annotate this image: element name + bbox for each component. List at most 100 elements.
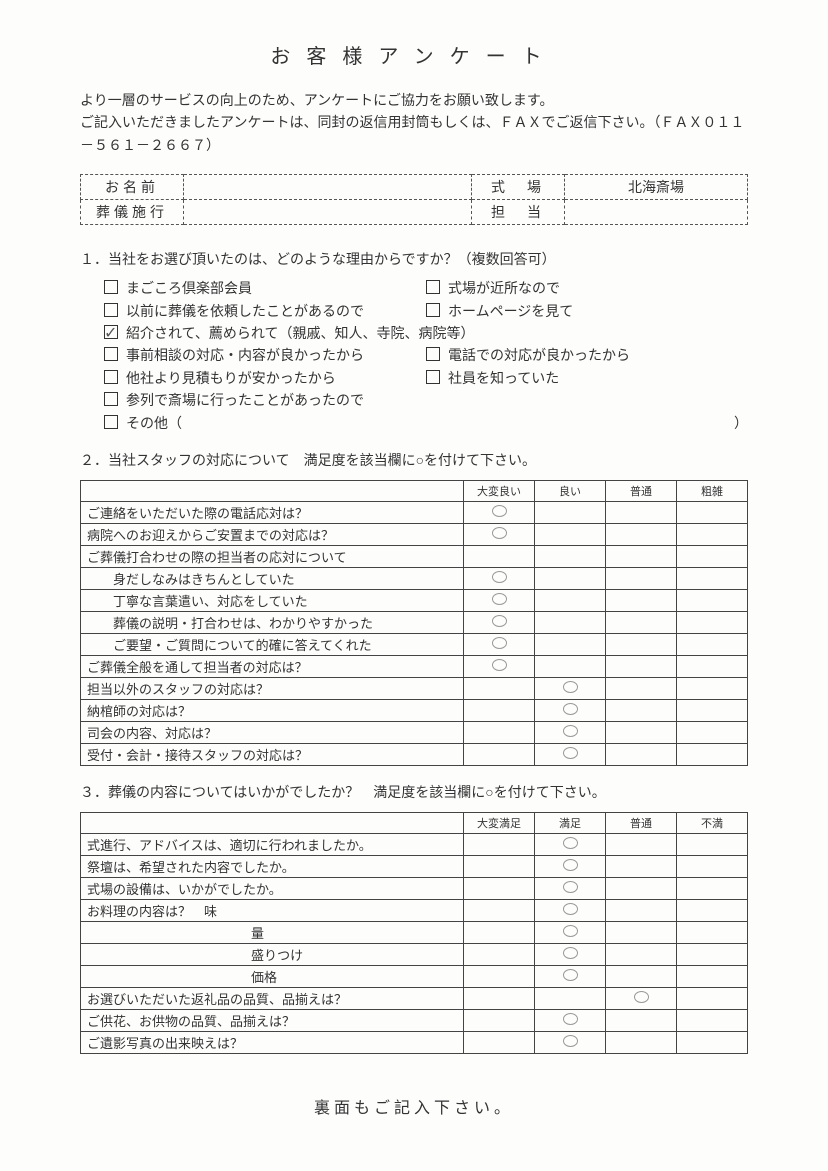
rating-cell[interactable]: [606, 743, 677, 765]
rating-cell[interactable]: [606, 899, 677, 921]
rating-cell[interactable]: [677, 567, 748, 589]
checkbox[interactable]: [426, 347, 440, 361]
rating-cell[interactable]: [677, 899, 748, 921]
checkbox[interactable]: [104, 280, 118, 294]
rating-cell[interactable]: [464, 501, 535, 523]
rating-cell[interactable]: [606, 589, 677, 611]
rating-cell[interactable]: [535, 743, 606, 765]
rating-cell[interactable]: [677, 987, 748, 1009]
rating-cell[interactable]: [677, 1009, 748, 1031]
rating-cell[interactable]: [535, 855, 606, 877]
rating-cell[interactable]: [677, 611, 748, 633]
rating-cell[interactable]: [464, 721, 535, 743]
rating-cell[interactable]: [606, 1031, 677, 1053]
rating-cell[interactable]: [535, 1009, 606, 1031]
rating-cell[interactable]: [606, 943, 677, 965]
rating-cell[interactable]: [535, 677, 606, 699]
rating-cell[interactable]: [535, 523, 606, 545]
rating-cell[interactable]: [464, 611, 535, 633]
rating-cell[interactable]: [464, 943, 535, 965]
rating-cell[interactable]: [606, 523, 677, 545]
rating-cell[interactable]: [606, 699, 677, 721]
rating-cell[interactable]: [677, 921, 748, 943]
checkbox[interactable]: [426, 370, 440, 384]
rating-cell[interactable]: [677, 545, 748, 567]
rating-cell[interactable]: [464, 877, 535, 899]
checkbox[interactable]: [104, 347, 118, 361]
rating-cell[interactable]: [606, 833, 677, 855]
rating-cell[interactable]: [677, 743, 748, 765]
rating-cell[interactable]: [464, 545, 535, 567]
rating-cell[interactable]: [535, 1031, 606, 1053]
rating-cell[interactable]: [535, 611, 606, 633]
rating-cell[interactable]: [464, 965, 535, 987]
rating-cell[interactable]: [464, 633, 535, 655]
rating-cell[interactable]: [464, 567, 535, 589]
rating-cell[interactable]: [677, 855, 748, 877]
checkbox[interactable]: [426, 303, 440, 317]
staff-value[interactable]: [565, 200, 748, 225]
rating-cell[interactable]: [464, 1031, 535, 1053]
rating-cell[interactable]: [535, 721, 606, 743]
rating-cell[interactable]: [606, 987, 677, 1009]
rating-cell[interactable]: [464, 743, 535, 765]
rating-cell[interactable]: [464, 589, 535, 611]
checkbox[interactable]: [104, 392, 118, 406]
rating-cell[interactable]: [677, 943, 748, 965]
rating-cell[interactable]: [606, 567, 677, 589]
rating-cell[interactable]: [535, 877, 606, 899]
rating-cell[interactable]: [535, 633, 606, 655]
checkbox[interactable]: [426, 280, 440, 294]
name-value[interactable]: [184, 175, 472, 200]
service-value[interactable]: [184, 200, 472, 225]
rating-cell[interactable]: [677, 523, 748, 545]
rating-cell[interactable]: [606, 721, 677, 743]
rating-cell[interactable]: [535, 921, 606, 943]
rating-cell[interactable]: [464, 677, 535, 699]
checkbox[interactable]: [104, 325, 118, 339]
rating-cell[interactable]: [535, 501, 606, 523]
rating-cell[interactable]: [606, 877, 677, 899]
rating-cell[interactable]: [464, 1009, 535, 1031]
rating-cell[interactable]: [677, 877, 748, 899]
rating-cell[interactable]: [535, 589, 606, 611]
rating-cell[interactable]: [535, 943, 606, 965]
rating-cell[interactable]: [677, 965, 748, 987]
checkbox[interactable]: [104, 303, 118, 317]
rating-cell[interactable]: [535, 545, 606, 567]
rating-cell[interactable]: [464, 855, 535, 877]
rating-cell[interactable]: [606, 611, 677, 633]
rating-cell[interactable]: [535, 655, 606, 677]
rating-cell[interactable]: [606, 855, 677, 877]
venue-value[interactable]: 北海斎場: [565, 175, 748, 200]
rating-cell[interactable]: [535, 699, 606, 721]
rating-cell[interactable]: [677, 721, 748, 743]
rating-cell[interactable]: [677, 833, 748, 855]
rating-cell[interactable]: [677, 589, 748, 611]
rating-cell[interactable]: [606, 655, 677, 677]
rating-cell[interactable]: [606, 545, 677, 567]
rating-cell[interactable]: [464, 921, 535, 943]
rating-cell[interactable]: [677, 677, 748, 699]
rating-cell[interactable]: [677, 655, 748, 677]
rating-cell[interactable]: [606, 633, 677, 655]
rating-cell[interactable]: [464, 833, 535, 855]
rating-cell[interactable]: [606, 921, 677, 943]
rating-cell[interactable]: [464, 987, 535, 1009]
rating-cell[interactable]: [464, 655, 535, 677]
rating-cell[interactable]: [677, 1031, 748, 1053]
rating-cell[interactable]: [677, 633, 748, 655]
rating-cell[interactable]: [535, 987, 606, 1009]
checkbox[interactable]: [104, 370, 118, 384]
rating-cell[interactable]: [464, 699, 535, 721]
rating-cell[interactable]: [464, 523, 535, 545]
rating-cell[interactable]: [464, 899, 535, 921]
rating-cell[interactable]: [606, 501, 677, 523]
rating-cell[interactable]: [606, 965, 677, 987]
rating-cell[interactable]: [606, 677, 677, 699]
rating-cell[interactable]: [606, 1009, 677, 1031]
rating-cell[interactable]: [535, 833, 606, 855]
rating-cell[interactable]: [677, 501, 748, 523]
checkbox[interactable]: [104, 415, 118, 429]
rating-cell[interactable]: [535, 567, 606, 589]
